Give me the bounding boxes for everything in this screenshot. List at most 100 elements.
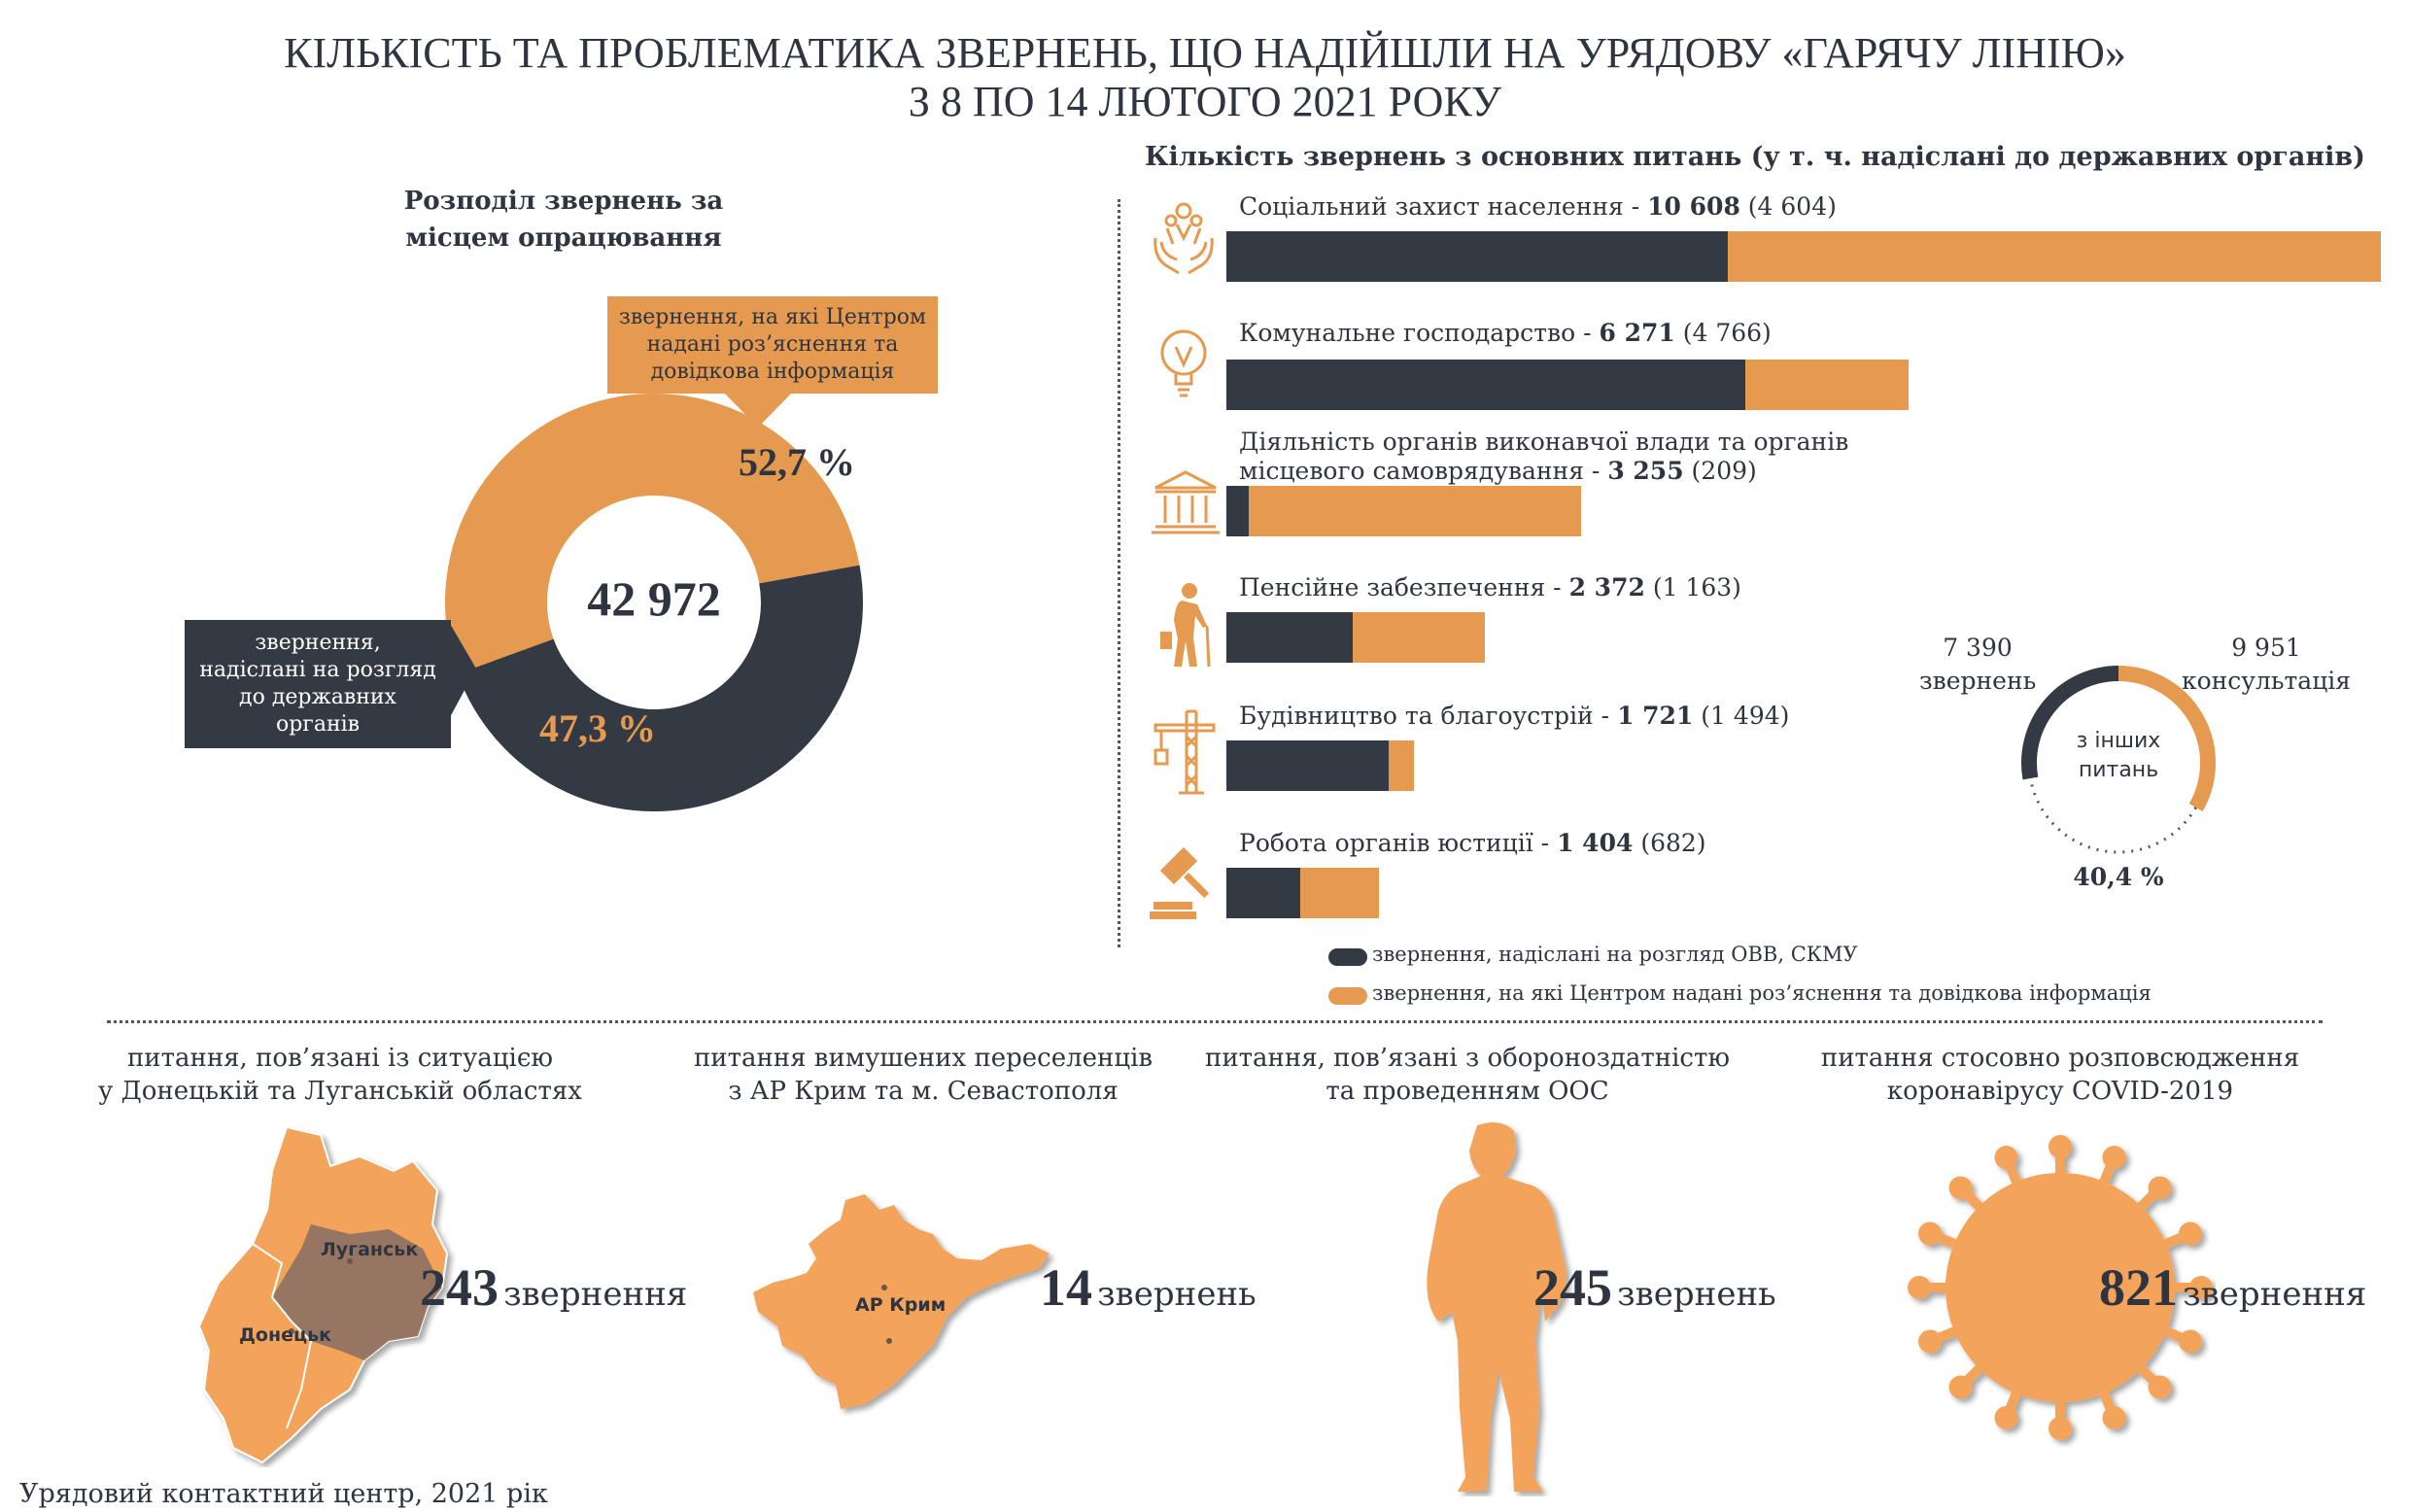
caption-crimea-line-1: питання вимушених переселенців <box>693 1044 1153 1073</box>
bar-sent-4 <box>1226 740 1390 791</box>
virus-spike-tip-5 <box>1994 1405 2018 1429</box>
callout-orange-line-1: звернення, на які Центром <box>618 305 927 329</box>
title-line-1: КІЛЬКІСТЬ ТА ПРОБЛЕМАТИКА ЗВЕРНЕНЬ, ЩО Н… <box>284 29 2126 77</box>
gauge-center-label: з інших питань <box>2050 727 2186 785</box>
bar-label-4: Будівництво та благоустрій - 1 721 (1 49… <box>1239 702 1789 731</box>
bar-label-line-5: Робота органів юстиції - 1 404 (682) <box>1239 829 1706 858</box>
virus-spike-tip-6 <box>1948 1375 1973 1399</box>
bar-info-5 <box>1300 868 1380 918</box>
gauge-arc-dark <box>2021 666 2119 780</box>
page-title: КІЛЬКІСТЬ ТА ПРОБЛЕМАТИКА ЗВЕРНЕНЬ, ЩО Н… <box>0 29 2410 126</box>
donut-title: Розподіл звернень за місцем опрацювання <box>321 183 807 257</box>
bar-sent-text-5: (682) <box>1633 829 1706 857</box>
bar-sent-0 <box>1226 231 1728 282</box>
gauge-percent: 40,4 % <box>2073 863 2164 891</box>
bar-total-4: 1 721 <box>1617 702 1694 730</box>
virus-spike-tip-12 <box>2048 1135 2072 1158</box>
virus-spike-tip-2 <box>2148 1375 2172 1399</box>
caption-defense-line-1: питання, пов’язані з обороноздатністю <box>1205 1044 1730 1073</box>
bar-info-0 <box>1727 231 2381 282</box>
donut-total: 42 972 <box>587 571 721 626</box>
defense-count: 245 звернень <box>1533 1257 1776 1318</box>
map-label-donetsk: Донецьк <box>239 1324 331 1346</box>
crimea-number: 14 <box>1040 1258 1092 1317</box>
bar-category-name-1: Комунальне господарство - <box>1239 319 1600 347</box>
bar-label-line2-2: місцевого самоврядування - 3 255 (209) <box>1239 457 1848 486</box>
virus-spike-tip-14 <box>2148 1176 2172 1200</box>
bar-category-name-3: Пенсійне забезпечення - <box>1239 573 1569 601</box>
caption-covid-line-2: коронавірусу COVID-2019 <box>1886 1077 2234 1106</box>
bar-total-5: 1 404 <box>1557 829 1634 857</box>
title-line-2: З 8 ПО 14 ЛЮТОГО 2021 РОКУ <box>908 78 1502 125</box>
virus-spike-tip-9 <box>1918 1221 1943 1246</box>
other-topics-gauge <box>2021 666 2216 854</box>
gauge-right-number: 9 951 <box>2231 634 2301 662</box>
caption-defense-line-2: та проведенням ООС <box>1326 1077 1609 1106</box>
bar-sent-text-0: (4 604) <box>1739 192 1837 221</box>
bar-label-3: Пенсійне забезпечення - 2 372 (1 163) <box>1239 573 1741 602</box>
donut-pct-dark: 47,3 % <box>539 706 656 750</box>
crimea-unit: звернень <box>1097 1275 1257 1314</box>
bar-category-name-4: Будівництво та благоустрій - <box>1239 702 1618 730</box>
virus-spike-tip-11 <box>1994 1146 2018 1170</box>
gauge-right-label: консультація <box>2181 667 2352 695</box>
bar-label-0: Соціальний захист населення - 10 608 (4 … <box>1239 192 1837 222</box>
caption-covid-line-1: питання стосовно розповсюдження <box>1820 1044 2300 1073</box>
bottom-caption-covid: питання стосовно розповсюдження коронаві… <box>1778 1042 2342 1108</box>
virus-spike-tip-1 <box>2178 1329 2202 1354</box>
bottom-caption-defense: питання, пов’язані з обороноздатністю та… <box>1186 1042 1749 1108</box>
callout-dark-line-3: до державних органів <box>239 685 396 737</box>
bar-label-1: Комунальне господарство - 6 271 (4 766) <box>1239 319 1772 348</box>
gauge-left-label: звернень <box>1919 667 2037 695</box>
callout-dark-line-1: звернення, <box>255 631 381 655</box>
callout-orange-line-3: довідкова інформація <box>650 360 895 384</box>
gauge-center-line-2: питань <box>2078 758 2159 782</box>
bar-label-line-3: Пенсійне забезпечення - 2 372 (1 163) <box>1239 573 1741 602</box>
virus-spike-tip-8 <box>1908 1276 1931 1299</box>
gauge-left-value: 7 390 звернень <box>1919 632 2036 698</box>
donbas-number: 243 <box>420 1258 499 1317</box>
virus-spike-tip-7 <box>1918 1329 1943 1354</box>
bar-total-3: 2 372 <box>1568 573 1645 601</box>
crimea-count: 14 звернень <box>1040 1257 1257 1318</box>
donut-slice-0 <box>445 394 860 674</box>
bar-info-3 <box>1353 612 1485 663</box>
legend-swatch-dark <box>1328 948 1367 966</box>
bar-total-1: 6 271 <box>1599 319 1675 347</box>
covid-number: 821 <box>2099 1258 2178 1317</box>
bottom-caption-crimea: питання вимушених переселенців з АР Крим… <box>641 1042 1205 1108</box>
callout-orange-line-2: надані роз’яснення та <box>646 332 899 357</box>
donbas-unit: звернення <box>503 1275 688 1314</box>
soldier-silhouette-icon <box>1427 1122 1566 1492</box>
donut-callout-dark: звернення, надіслані на розгляд до держа… <box>185 620 451 748</box>
section-divider <box>107 1020 2323 1023</box>
virus-spike-tip-10 <box>1948 1176 1973 1200</box>
donbas-count: 243 звернення <box>420 1257 687 1318</box>
map-label-luhansk: Луганськ <box>321 1239 418 1260</box>
donbas-map-icon: Луганськ Донецьк <box>197 1125 449 1464</box>
virus-spike-tip-0 <box>2189 1276 2213 1299</box>
bar-info-2 <box>1249 486 1581 536</box>
lightbulb-icon <box>1160 329 1207 397</box>
virus-body <box>1945 1173 2175 1402</box>
defense-number: 245 <box>1533 1258 1612 1317</box>
donut-title-line-2: місцем опрацювання <box>405 223 722 253</box>
bar-category-name-5: Робота органів юстиції - <box>1239 829 1558 857</box>
bar-category-name2-2: місцевого самоврядування - <box>1239 457 1608 485</box>
donut-pct-orange: 52,7 % <box>739 440 855 484</box>
donut-chart: 42 972 <box>445 394 863 811</box>
bar-label-5: Робота органів юстиції - 1 404 (682) <box>1239 829 1706 858</box>
defense-unit: звернень <box>1617 1275 1776 1314</box>
gavel-icon <box>1150 846 1210 919</box>
covid-unit: звернення <box>2183 1275 2367 1314</box>
legend-label-dark: звернення, надіслані на розгляд ОВВ, СКМ… <box>1372 943 1858 966</box>
people-hands-icon <box>1153 202 1214 275</box>
donut-callout-orange: звернення, на які Центром надані роз’ясн… <box>607 296 938 394</box>
bar-label-2: Діяльність органів виконавчої влади та о… <box>1239 428 1848 486</box>
donut-slice-1 <box>457 565 863 811</box>
bar-sent-5 <box>1226 868 1301 918</box>
bar-total-0: 10 608 <box>1647 192 1740 221</box>
bar-sent-text-3: (1 163) <box>1644 573 1741 601</box>
government-building-icon <box>1152 470 1220 534</box>
gauge-dotted-arc <box>2028 777 2197 854</box>
